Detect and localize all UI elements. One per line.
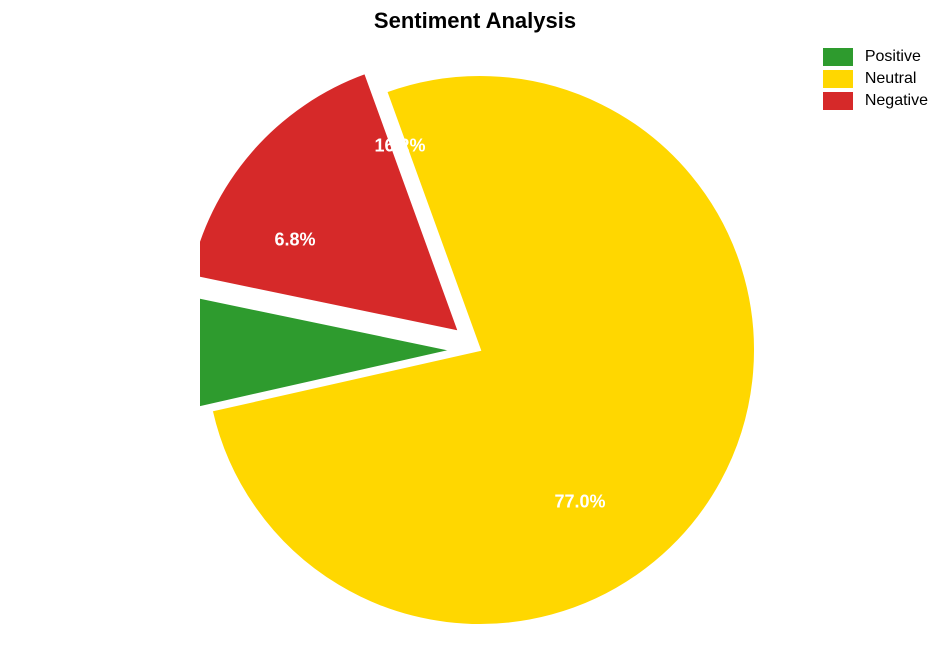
legend-label-negative: Negative [865, 92, 928, 110]
legend-swatch-positive [823, 48, 853, 66]
legend-item-negative: Negative [823, 92, 928, 110]
legend-label-neutral: Neutral [865, 70, 917, 88]
slice-label-positive: 6.8% [274, 230, 315, 251]
legend-swatch-negative [823, 92, 853, 110]
pie-chart-container: Sentiment Analysis 6.8% 77.0% 16.2% Positi… [0, 0, 950, 662]
legend-label-positive: Positive [865, 48, 921, 66]
pie-svg [200, 60, 760, 650]
legend-item-neutral: Neutral [823, 70, 928, 88]
legend: Positive Neutral Negative [823, 48, 928, 114]
slice-label-negative: 16.2% [374, 136, 425, 157]
legend-item-positive: Positive [823, 48, 928, 66]
legend-swatch-neutral [823, 70, 853, 88]
slice-label-neutral: 77.0% [554, 492, 605, 513]
chart-title: Sentiment Analysis [0, 8, 950, 34]
